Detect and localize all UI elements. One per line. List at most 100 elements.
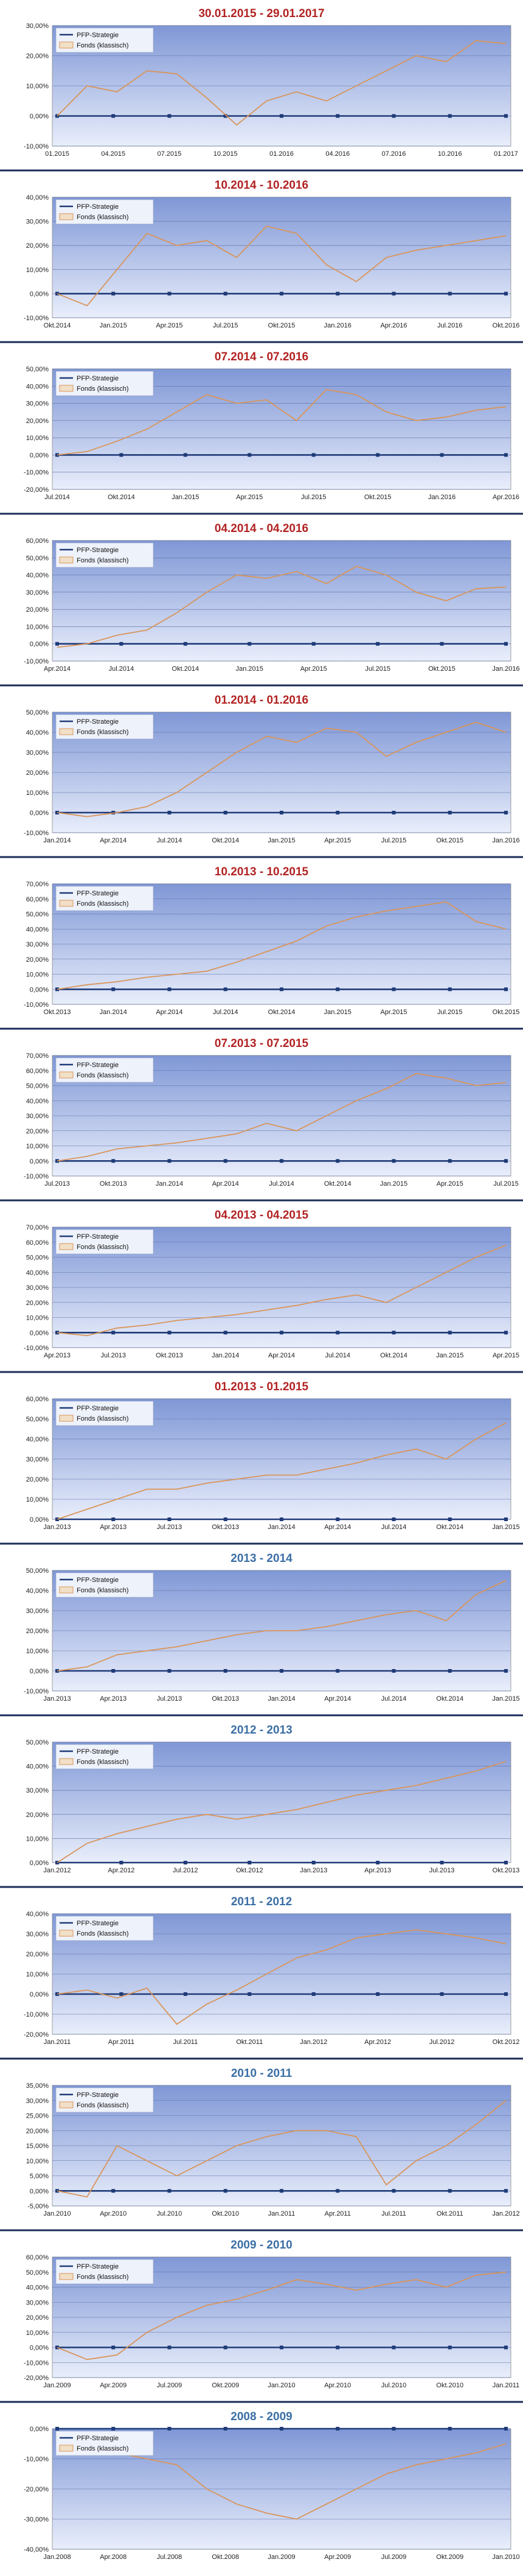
series-point-strategy [392,1517,396,1521]
series-point-strategy [311,642,316,646]
y-tick-label: -20,00% [24,2486,49,2493]
series-point-strategy [280,1517,283,1521]
series-point-strategy [223,2189,227,2193]
chart-title: 2010 - 2011 [231,2067,293,2080]
series-point-strategy [448,811,452,814]
series-point-strategy [504,2345,508,2350]
legend: PFP-Strategie Fonds (klassisch) [55,2431,154,2456]
chart-title: 04.2013 - 04.2015 [215,1209,309,1222]
legend-swatch-fonds [59,728,74,735]
series-point-strategy [504,1861,508,1864]
series-point-strategy [440,1992,444,1996]
x-tick-label: Apr.2015 [493,1352,519,1359]
y-tick-label: 60,00% [26,896,49,903]
legend-swatch-fonds [59,2273,74,2280]
series-point-strategy [336,1669,340,1673]
series-point-strategy [336,114,340,118]
legend-label-fonds: Fonds (klassisch) [77,1587,129,1594]
y-tick-label: 40,00% [26,1436,49,1443]
series-point-strategy [111,2189,116,2193]
series-point-strategy [119,453,123,457]
y-tick-label: -30,00% [24,2516,49,2524]
y-tick-label: 60,00% [26,2254,49,2261]
y-tick-label: 50,00% [26,2269,49,2277]
y-tick-label: 15,00% [26,2143,49,2150]
x-tick-label: Jul.2013 [157,1695,182,1703]
y-tick-label: 0,00% [30,641,49,648]
series-point-strategy [392,2345,396,2350]
x-tick-label: Jul.2014 [109,665,134,673]
chart-title: 2013 - 2014 [230,1552,293,1565]
y-tick-label: 40,00% [26,2284,49,2292]
series-point-strategy [111,1331,116,1335]
series-point-strategy [448,987,452,992]
x-tick-label: Okt.2013 [100,1180,127,1188]
x-tick-label: Jan.2010 [268,2382,295,2389]
series-line-fonds [57,1580,507,1671]
series-point-strategy [504,1331,508,1335]
series-point-strategy [392,1159,396,1163]
x-tick-label: Okt.2010 [212,2210,239,2217]
x-tick-label: Jan.2016 [324,322,352,329]
series-point-strategy [311,1861,316,1864]
x-tick-label: 04.2016 [325,150,350,158]
x-tick-label: Jan.2015 [171,494,199,501]
x-tick-label: Apr.2015 [156,322,182,329]
series-point-strategy [167,1159,171,1163]
x-tick-label: Jan.2012 [43,1867,71,1874]
x-tick-label: Apr.2016 [380,322,407,329]
legend: PFP-Strategie Fonds (klassisch) [55,1401,154,1426]
x-tick-label: Okt.2015 [364,494,392,501]
y-tick-label: 20,00% [26,2314,49,2322]
x-tick-label: Jul.2008 [157,2553,182,2561]
series-point-strategy [504,2427,508,2431]
series-point-strategy [183,1861,187,1864]
x-tick-label: Okt.2008 [212,2553,239,2561]
x-tick-label: Jul.2015 [301,494,327,501]
series-point-strategy [248,642,252,646]
legend-label-strategy: PFP-Strategie [77,1577,119,1584]
x-tick-label: Okt.2011 [437,2210,463,2217]
y-tick-label: 35,00% [26,2082,49,2090]
y-tick-label: 40,00% [26,572,49,579]
x-tick-label: 07.2015 [158,150,182,158]
series-point-strategy [448,1331,452,1335]
series-point-strategy [392,292,396,296]
x-tick-label: Apr.2015 [300,665,327,673]
y-tick-label: 20,00% [26,1300,49,1307]
legend-label-strategy: PFP-Strategie [77,1062,119,1069]
series-point-strategy [448,2189,452,2193]
series-line-fonds [57,1244,507,1337]
legend-box [55,1916,154,1941]
series-point-strategy [392,987,396,992]
x-tick-label: Jan.2009 [268,2553,295,2561]
x-tick-label: Jan.2015 [492,1524,519,1531]
x-tick-label: Okt.2014 [436,1695,463,1703]
x-tick-label: Jan.2012 [492,2210,519,2217]
y-tick-label: 10,00% [26,1315,49,1322]
chart-panel: 01.2014 - 01.2016 50,00% 40,00% 30,00% 20,00… [0,684,523,844]
series-point-strategy [311,1992,316,1996]
y-tick-label: 10,00% [26,623,49,631]
y-tick-label: 30,00% [26,1608,49,1615]
legend-label-fonds: Fonds (klassisch) [77,1930,129,1937]
x-tick-label: Jul.2014 [213,1009,238,1016]
legend-swatch-fonds [59,2445,74,2452]
series-point-strategy [336,811,340,814]
legend-label-strategy: PFP-Strategie [77,2091,119,2099]
y-tick-label: 40,00% [26,194,49,201]
x-tick-label: 10.2015 [213,150,238,158]
y-tick-label: 40,00% [26,1269,49,1276]
y-tick-label: 50,00% [26,1255,49,1262]
y-tick-label: 20,00% [26,1628,49,1635]
chart-panel: 10.2014 - 10.2016 40,00% 30,00% 20,00% 10,00… [0,169,523,329]
y-tick-label: 0,00% [30,290,49,298]
series-point-strategy [336,2427,340,2431]
x-tick-label: Jul.2012 [429,2039,455,2046]
x-tick-label: Jan.2009 [43,2382,71,2389]
x-tick-label: Okt.2014 [324,1180,352,1188]
series-point-strategy [376,642,380,646]
series-point-strategy [376,453,380,457]
x-tick-label: Jul.2011 [381,2210,406,2217]
x-tick-label: Jan.2011 [44,2039,71,2046]
